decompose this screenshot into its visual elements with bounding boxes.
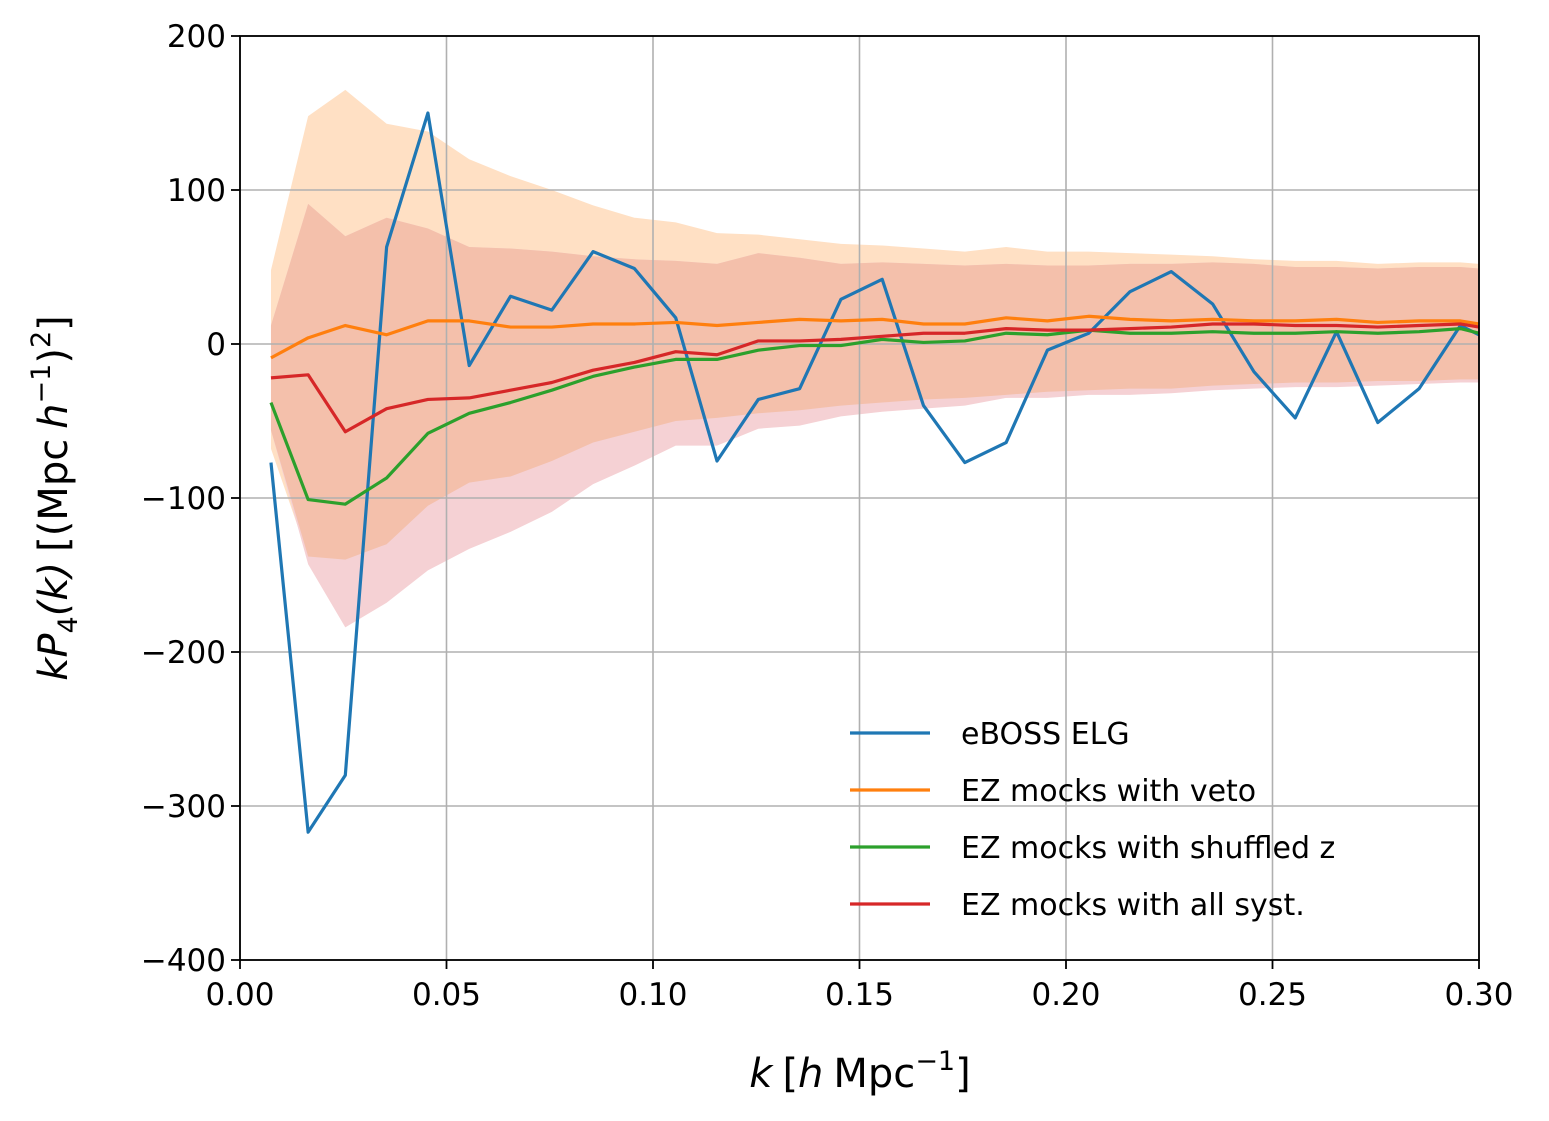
y-tick-label: −200	[141, 635, 226, 671]
y-axis-label-subscript: 4	[53, 616, 84, 633]
legend-item-ez-mocks-with-veto: EZ mocks with veto	[850, 774, 1256, 809]
legend: eBOSS ELG EZ mocks with veto EZ mocks with…	[850, 717, 1335, 923]
x-tick-label: 0.30	[1444, 977, 1513, 1013]
x-axis-label: k [h Mpc−1]	[749, 1046, 970, 1097]
x-axis-label-h: h	[798, 1051, 823, 1097]
y-tick-label: −100	[141, 481, 226, 517]
y-axis-label-exponent: −1	[26, 364, 57, 404]
x-tick-label: 0.05	[412, 977, 481, 1013]
y-axis-label-power: 2	[26, 331, 57, 348]
legend-item-eboss-elg: eBOSS ELG	[850, 717, 1130, 752]
y-axis-label-prefix: [(Mpc	[31, 439, 77, 552]
series-line-eboss-elg	[269, 111, 1480, 834]
y-axis-label-close: )	[31, 348, 77, 364]
data-series	[269, 111, 1480, 834]
y-tick-label: −400	[141, 943, 226, 979]
x-tick-label: 0.20	[1031, 977, 1100, 1013]
y-tick-label: 0	[206, 327, 226, 363]
axis-ticks: 0.00 0.05 0.10 0.15 0.20 0.25 0.30 −400 −300 −200…	[141, 19, 1514, 1013]
x-tick-label: 0.25	[1238, 977, 1307, 1013]
legend-label: eBOSS ELG	[961, 717, 1130, 752]
y-axis-label: kP4(k) [(Mpc h−1)2]	[26, 315, 84, 681]
y-tick-label: −300	[141, 789, 226, 825]
x-axis-label-unit: Mpc	[833, 1051, 915, 1097]
overlap-band	[270, 203, 1480, 560]
y-tick-label: 200	[167, 19, 226, 55]
y-tick-label: 100	[167, 173, 226, 209]
x-tick-label: 0.10	[618, 977, 687, 1013]
y-axis-label-argument: (k)	[31, 562, 77, 616]
legend-label: EZ mocks with veto	[961, 774, 1256, 809]
y-axis-label-k: k	[31, 656, 77, 681]
y-axis-label-P: P	[31, 633, 77, 658]
x-axis-label-k: k	[749, 1051, 774, 1097]
y-axis-label-end: ]	[31, 315, 77, 331]
legend-item-ez-mocks-with-all-syst: EZ mocks with all syst.	[850, 888, 1305, 923]
x-axis-label-exponent: −1	[915, 1046, 955, 1077]
legend-item-ez-mocks-with-shuffled-z: EZ mocks with shuffled z	[850, 831, 1335, 866]
x-tick-label: 0.15	[825, 977, 894, 1013]
x-tick-label: 0.00	[205, 977, 274, 1013]
x-axis-label-bracket-open: [	[782, 1051, 798, 1097]
series-line-ez-mocks-with-veto	[270, 314, 1480, 360]
uncertainty-bands	[270, 89, 1480, 628]
x-axis-label-bracket-close: ]	[955, 1051, 971, 1097]
series-line-ez-mocks-with-shuffled-z	[269, 327, 1480, 506]
legend-label: EZ mocks with shuffled z	[961, 831, 1335, 866]
legend-label: EZ mocks with all syst.	[961, 888, 1305, 923]
series-line-ez-mocks-with-all-syst	[270, 322, 1480, 434]
y-axis-label-h: h	[31, 403, 77, 428]
